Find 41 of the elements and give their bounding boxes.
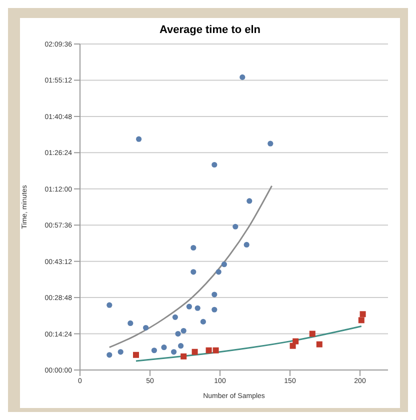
point (206, 347, 212, 354)
point (133, 352, 139, 358)
point (309, 330, 316, 337)
point (240, 74, 246, 80)
point (151, 348, 157, 354)
point (171, 349, 177, 355)
point (232, 224, 238, 230)
point (212, 347, 219, 354)
point (360, 311, 366, 318)
point (192, 348, 198, 355)
point (180, 328, 186, 334)
point (106, 302, 112, 308)
point (118, 349, 124, 355)
point (190, 269, 196, 275)
point (136, 136, 142, 142)
point (200, 318, 206, 325)
point (161, 344, 167, 350)
point (212, 292, 218, 298)
point (316, 341, 322, 348)
point (106, 352, 112, 358)
point (212, 162, 218, 168)
line-series (108, 185, 273, 348)
point (143, 324, 149, 331)
point (190, 244, 196, 251)
point (244, 242, 250, 248)
point (175, 330, 181, 337)
point (180, 353, 187, 360)
point (268, 140, 274, 146)
point (358, 317, 364, 324)
point (178, 343, 184, 349)
point (194, 305, 200, 311)
point (221, 262, 227, 268)
point (246, 198, 252, 204)
line-series (135, 325, 362, 362)
point (172, 314, 178, 320)
point (186, 304, 192, 310)
point (292, 338, 299, 344)
point (216, 269, 222, 275)
chart-title: Average time to eln (158, 23, 262, 38)
point (128, 320, 134, 326)
point (212, 306, 218, 312)
